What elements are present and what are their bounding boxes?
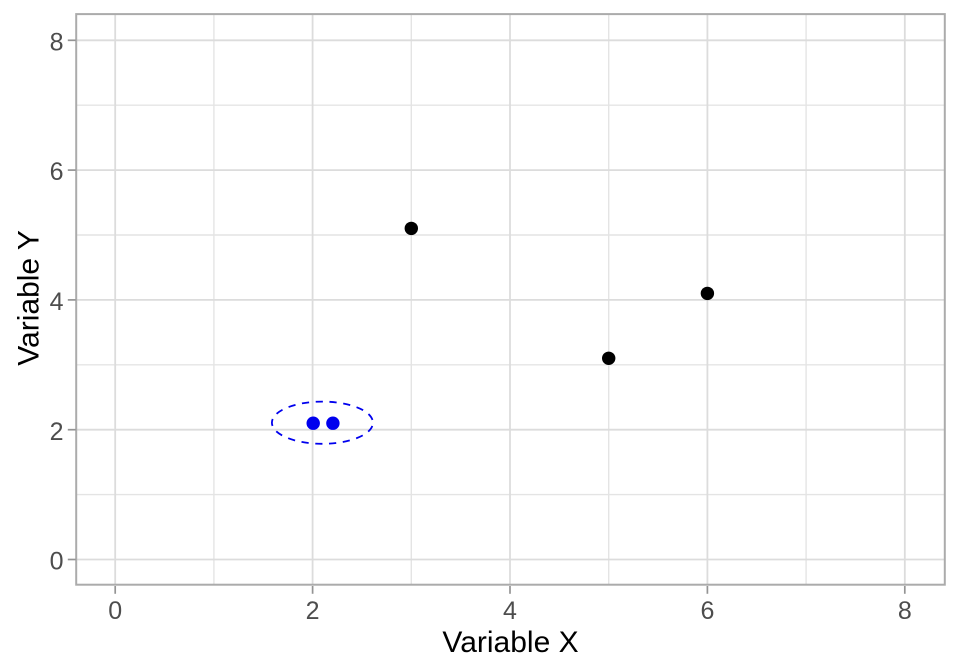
svg-text:0: 0 xyxy=(50,548,64,576)
svg-text:Variable X: Variable X xyxy=(442,626,578,659)
svg-text:6: 6 xyxy=(700,597,714,625)
svg-text:8: 8 xyxy=(898,597,912,625)
svg-text:2: 2 xyxy=(306,597,320,625)
svg-text:6: 6 xyxy=(50,158,64,186)
svg-text:4: 4 xyxy=(50,288,64,316)
svg-text:4: 4 xyxy=(503,597,517,625)
svg-text:0: 0 xyxy=(108,597,122,625)
svg-text:8: 8 xyxy=(50,29,64,57)
svg-text:2: 2 xyxy=(50,418,64,446)
svg-text:Variable Y: Variable Y xyxy=(13,230,46,366)
